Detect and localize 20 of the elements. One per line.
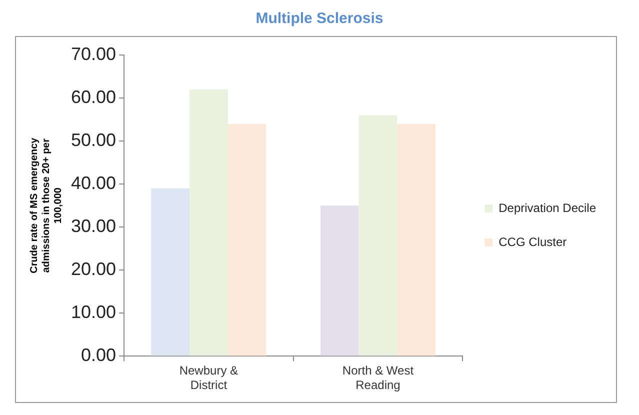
y-tick-label: 20.00 xyxy=(70,259,116,280)
x-tick-label: North & West Reading xyxy=(342,364,414,392)
y-tick-label: 30.00 xyxy=(70,216,116,236)
x-tick-label: Newbury & District xyxy=(179,364,238,392)
legend-label: Deprivation Decile xyxy=(498,200,596,215)
legend-label: CCG Cluster xyxy=(498,234,567,249)
y-tick-label: 10.00 xyxy=(70,302,116,322)
bar xyxy=(228,124,266,356)
y-tick-label: 0.00 xyxy=(80,345,116,366)
bar xyxy=(358,115,398,356)
bar xyxy=(320,206,359,356)
y-tick-label: 70.00 xyxy=(70,44,116,64)
bar xyxy=(397,124,436,356)
bar xyxy=(190,89,228,356)
y-axis-title: Crude rate of MS emergency admissions in those 20+ per 100,000 xyxy=(28,137,64,274)
y-tick-label: 40.00 xyxy=(70,173,116,194)
y-tick-label: 50.00 xyxy=(70,130,116,150)
y-tick-label: 60.00 xyxy=(70,86,116,107)
bar xyxy=(151,188,190,356)
chart-title: Multiple Sclerosis xyxy=(254,9,384,29)
